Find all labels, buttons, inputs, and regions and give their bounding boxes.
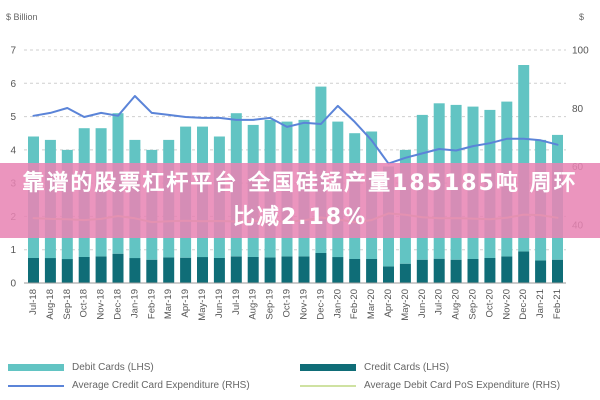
right-axis-tick-label: 100 bbox=[572, 46, 589, 57]
credit-cards-bar bbox=[366, 259, 378, 283]
credit-cards-bar bbox=[230, 256, 242, 283]
overlay-banner-text: 靠谱的股票杠杆平台 全国硅锰产量185185吨 周环 比减2.18% bbox=[0, 167, 600, 235]
x-axis-tick-label: Dec-20 bbox=[518, 289, 529, 320]
banner-line-2: 比减2.18% bbox=[232, 205, 368, 230]
credit-cards-bar bbox=[399, 263, 411, 283]
x-axis-tick-label: Apr-19 bbox=[180, 289, 191, 318]
x-axis-tick-label: Oct-20 bbox=[484, 289, 495, 318]
x-axis-tick-label: Feb-21 bbox=[552, 289, 563, 319]
credit-cards-bar bbox=[484, 258, 496, 283]
x-axis-tick-label: Sep-18 bbox=[62, 289, 73, 320]
credit-cards-bar bbox=[416, 259, 428, 283]
credit-cards-bar bbox=[433, 258, 445, 283]
x-axis-tick-label: Aug-19 bbox=[248, 289, 259, 320]
overlay-banner: 靠谱的股票杠杆平台 全国硅锰产量185185吨 周环 比减2.18% bbox=[0, 163, 600, 238]
credit-cards-bar bbox=[450, 259, 462, 283]
x-axis-tick-label: Feb-19 bbox=[146, 289, 157, 319]
credit-cards-bar bbox=[467, 259, 479, 283]
credit-cards-bar bbox=[501, 256, 513, 283]
credit-cards-bar bbox=[535, 260, 547, 283]
left-axis-tick-label: 4 bbox=[10, 145, 16, 156]
left-axis-unit-label: $ Billion bbox=[6, 12, 38, 22]
x-axis-tick-label: Jun-20 bbox=[417, 289, 428, 318]
legend-label-avg-debit-card-pos-expenditure: Average Debit Card PoS Expenditure (RHS) bbox=[364, 380, 561, 391]
credit-cards-bar bbox=[163, 257, 175, 283]
left-axis-tick-label: 1 bbox=[10, 245, 16, 256]
x-axis-tick-label: Jan-21 bbox=[535, 289, 546, 318]
x-axis-tick-label: Oct-18 bbox=[79, 289, 90, 318]
right-axis-tick-label: 80 bbox=[572, 104, 584, 115]
credit-cards-bar bbox=[44, 258, 56, 283]
legend-item-debit-cards: Debit Cards (LHS) bbox=[8, 361, 298, 375]
x-axis-tick-label: Jan-19 bbox=[129, 289, 140, 318]
credit-cards-bar bbox=[264, 257, 276, 283]
x-axis-tick-label: Jan-20 bbox=[332, 289, 343, 318]
legend-swatch-avg-debit-card-pos-expenditure bbox=[300, 385, 356, 387]
credit-cards-bar bbox=[112, 253, 124, 283]
x-axis-tick-label: Sep-19 bbox=[265, 289, 276, 320]
legend-swatch-credit-cards bbox=[300, 364, 356, 371]
legend-item-avg-credit-card-expenditure: Average Credit Card Expenditure (RHS) bbox=[8, 379, 298, 393]
avg-credit-card-expenditure-line bbox=[32, 95, 559, 165]
credit-cards-bar bbox=[281, 256, 293, 283]
debit-cards-bar bbox=[518, 65, 530, 252]
credit-cards-bar bbox=[247, 257, 259, 283]
x-axis-tick-label: Mar-19 bbox=[163, 289, 174, 319]
x-axis-tick-label: Aug-18 bbox=[45, 289, 56, 320]
x-axis-tick-label: Sep-20 bbox=[468, 289, 479, 320]
credit-cards-bar bbox=[146, 259, 158, 283]
credit-cards-bar bbox=[349, 259, 361, 283]
legend-item-credit-cards: Credit Cards (LHS) bbox=[300, 361, 590, 375]
legend-swatch-debit-cards bbox=[8, 364, 64, 371]
legend-item-avg-debit-card-pos-expenditure: Average Debit Card PoS Expenditure (RHS) bbox=[300, 379, 590, 393]
credit-cards-bar bbox=[197, 257, 208, 283]
x-axis-tick-label: May-20 bbox=[400, 289, 411, 321]
left-axis-tick-label: 5 bbox=[10, 112, 16, 123]
banner-line-1: 靠谱的股票杠杆平台 全国硅锰产量185185吨 周环 bbox=[22, 171, 578, 196]
x-axis-tick-label: Jul-19 bbox=[231, 289, 242, 315]
legend-swatch-avg-credit-card-expenditure bbox=[8, 385, 64, 387]
x-axis-tick-label: Nov-19 bbox=[299, 289, 310, 320]
credit-cards-bar bbox=[383, 266, 394, 283]
credit-cards-bar bbox=[61, 259, 73, 283]
x-axis-tick-label: Apr-20 bbox=[383, 289, 394, 318]
left-axis-tick-label: 7 bbox=[10, 46, 16, 57]
legend-label-credit-cards: Credit Cards (LHS) bbox=[364, 362, 450, 373]
left-axis-tick-label: 0 bbox=[10, 279, 16, 290]
right-axis-unit-label: $ bbox=[579, 12, 584, 22]
credit-cards-bar bbox=[315, 253, 327, 283]
credit-cards-bar bbox=[180, 257, 192, 283]
credit-cards-bar bbox=[95, 256, 107, 283]
x-axis-tick-label: May-19 bbox=[197, 289, 208, 321]
x-axis-tick-label: Oct-19 bbox=[282, 289, 293, 318]
x-axis-tick-label: Nov-20 bbox=[501, 289, 512, 320]
x-axis-tick-label: Dec-19 bbox=[315, 289, 326, 320]
credit-cards-bar bbox=[518, 251, 530, 283]
x-axis-tick-label: Jun-19 bbox=[214, 289, 225, 318]
legend-label-debit-cards: Debit Cards (LHS) bbox=[72, 362, 154, 373]
x-axis-tick-label: Nov-18 bbox=[96, 289, 107, 320]
legend-label-avg-credit-card-expenditure: Average Credit Card Expenditure (RHS) bbox=[72, 380, 250, 391]
credit-cards-bar bbox=[298, 256, 310, 283]
axes: 01234567406080100$ Billion$Jul-18Aug-18S… bbox=[6, 12, 589, 321]
x-axis-tick-label: Aug-20 bbox=[451, 289, 462, 320]
left-axis-tick-label: 6 bbox=[10, 79, 16, 90]
overlay-banner-background bbox=[0, 163, 600, 238]
credit-cards-bar bbox=[213, 258, 225, 283]
credit-cards-bar bbox=[28, 258, 39, 283]
x-axis-tick-label: Dec-18 bbox=[113, 289, 124, 320]
x-axis-tick-label: Mar-20 bbox=[366, 289, 377, 319]
x-axis-tick-label: Jul-20 bbox=[434, 289, 445, 315]
x-axis-tick-label: Jul-18 bbox=[28, 289, 39, 315]
credit-cards-bar bbox=[332, 257, 344, 283]
x-axis-tick-label: Feb-20 bbox=[349, 289, 360, 319]
credit-cards-bar bbox=[129, 258, 141, 283]
credit-cards-bar bbox=[78, 257, 90, 283]
credit-cards-bar bbox=[552, 259, 563, 283]
